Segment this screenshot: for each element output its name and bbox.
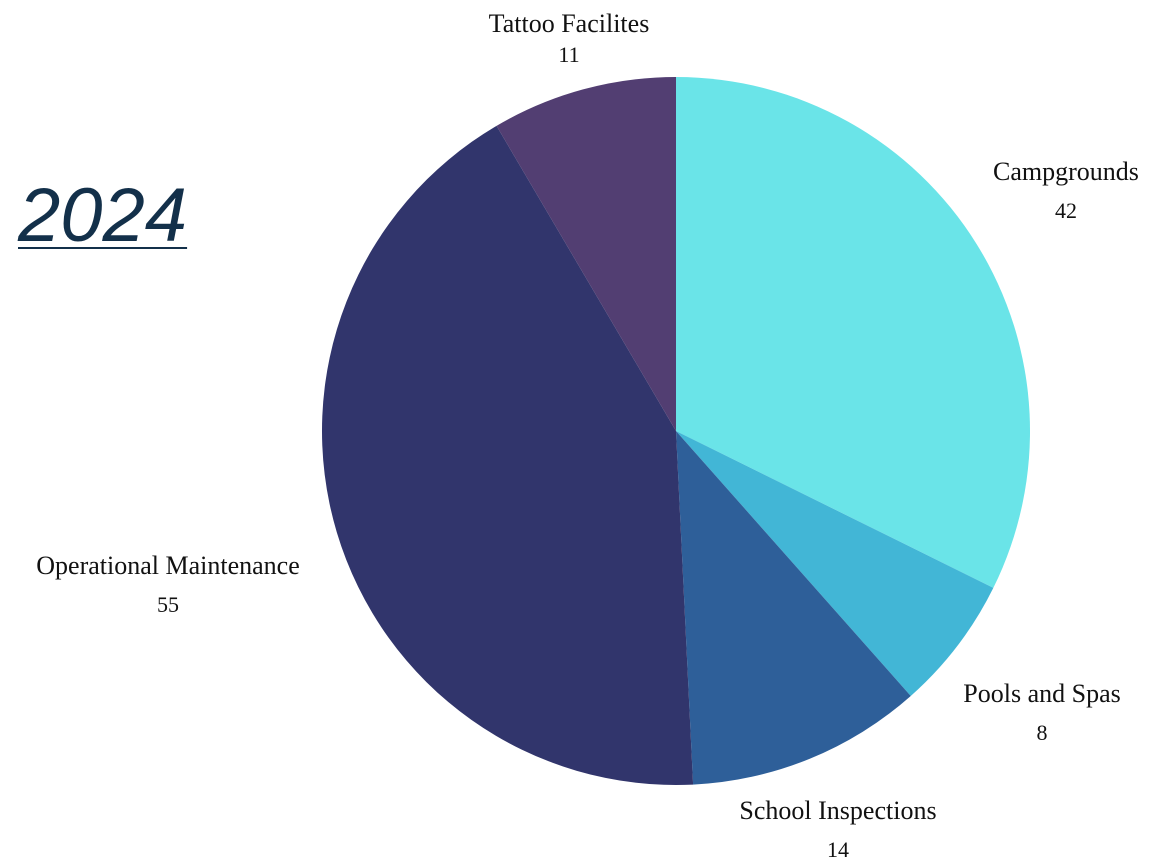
slice-value-text: 55 — [157, 592, 179, 617]
pie-slice-school-inspections — [676, 431, 911, 785]
slice-label-text: Pools and Spas — [963, 679, 1120, 708]
slice-label-operational-maintenance: Operational Maintenance 55 — [36, 551, 300, 617]
slice-value-text: 8 — [1037, 720, 1048, 745]
slice-label-text: School Inspections — [739, 796, 936, 825]
year-title: 2024 — [18, 173, 188, 258]
slice-value-text: 42 — [1055, 198, 1077, 223]
slice-label-tattoo-facilites: Tattoo Facilites 11 — [489, 9, 650, 67]
slice-label-text: Tattoo Facilites — [489, 9, 650, 38]
pie-slice-operational-maintenance — [321, 125, 694, 786]
slice-label-campgrounds: Campgrounds 42 — [993, 157, 1139, 223]
slice-label-text: Operational Maintenance — [36, 551, 300, 580]
slice-label-text: Campgrounds — [993, 157, 1139, 186]
pie-slice-campgrounds — [676, 77, 1031, 588]
pie-slice-pools-and-spas — [676, 431, 994, 696]
pie-slice-tattoo-facilites — [496, 77, 676, 431]
slice-label-pools-and-spas: Pools and Spas 8 — [963, 679, 1120, 745]
pie-slices — [321, 77, 1031, 786]
slice-value-text: 14 — [827, 837, 849, 862]
slice-value-text: 11 — [558, 42, 579, 67]
slice-label-school-inspections: School Inspections 14 — [739, 796, 936, 862]
